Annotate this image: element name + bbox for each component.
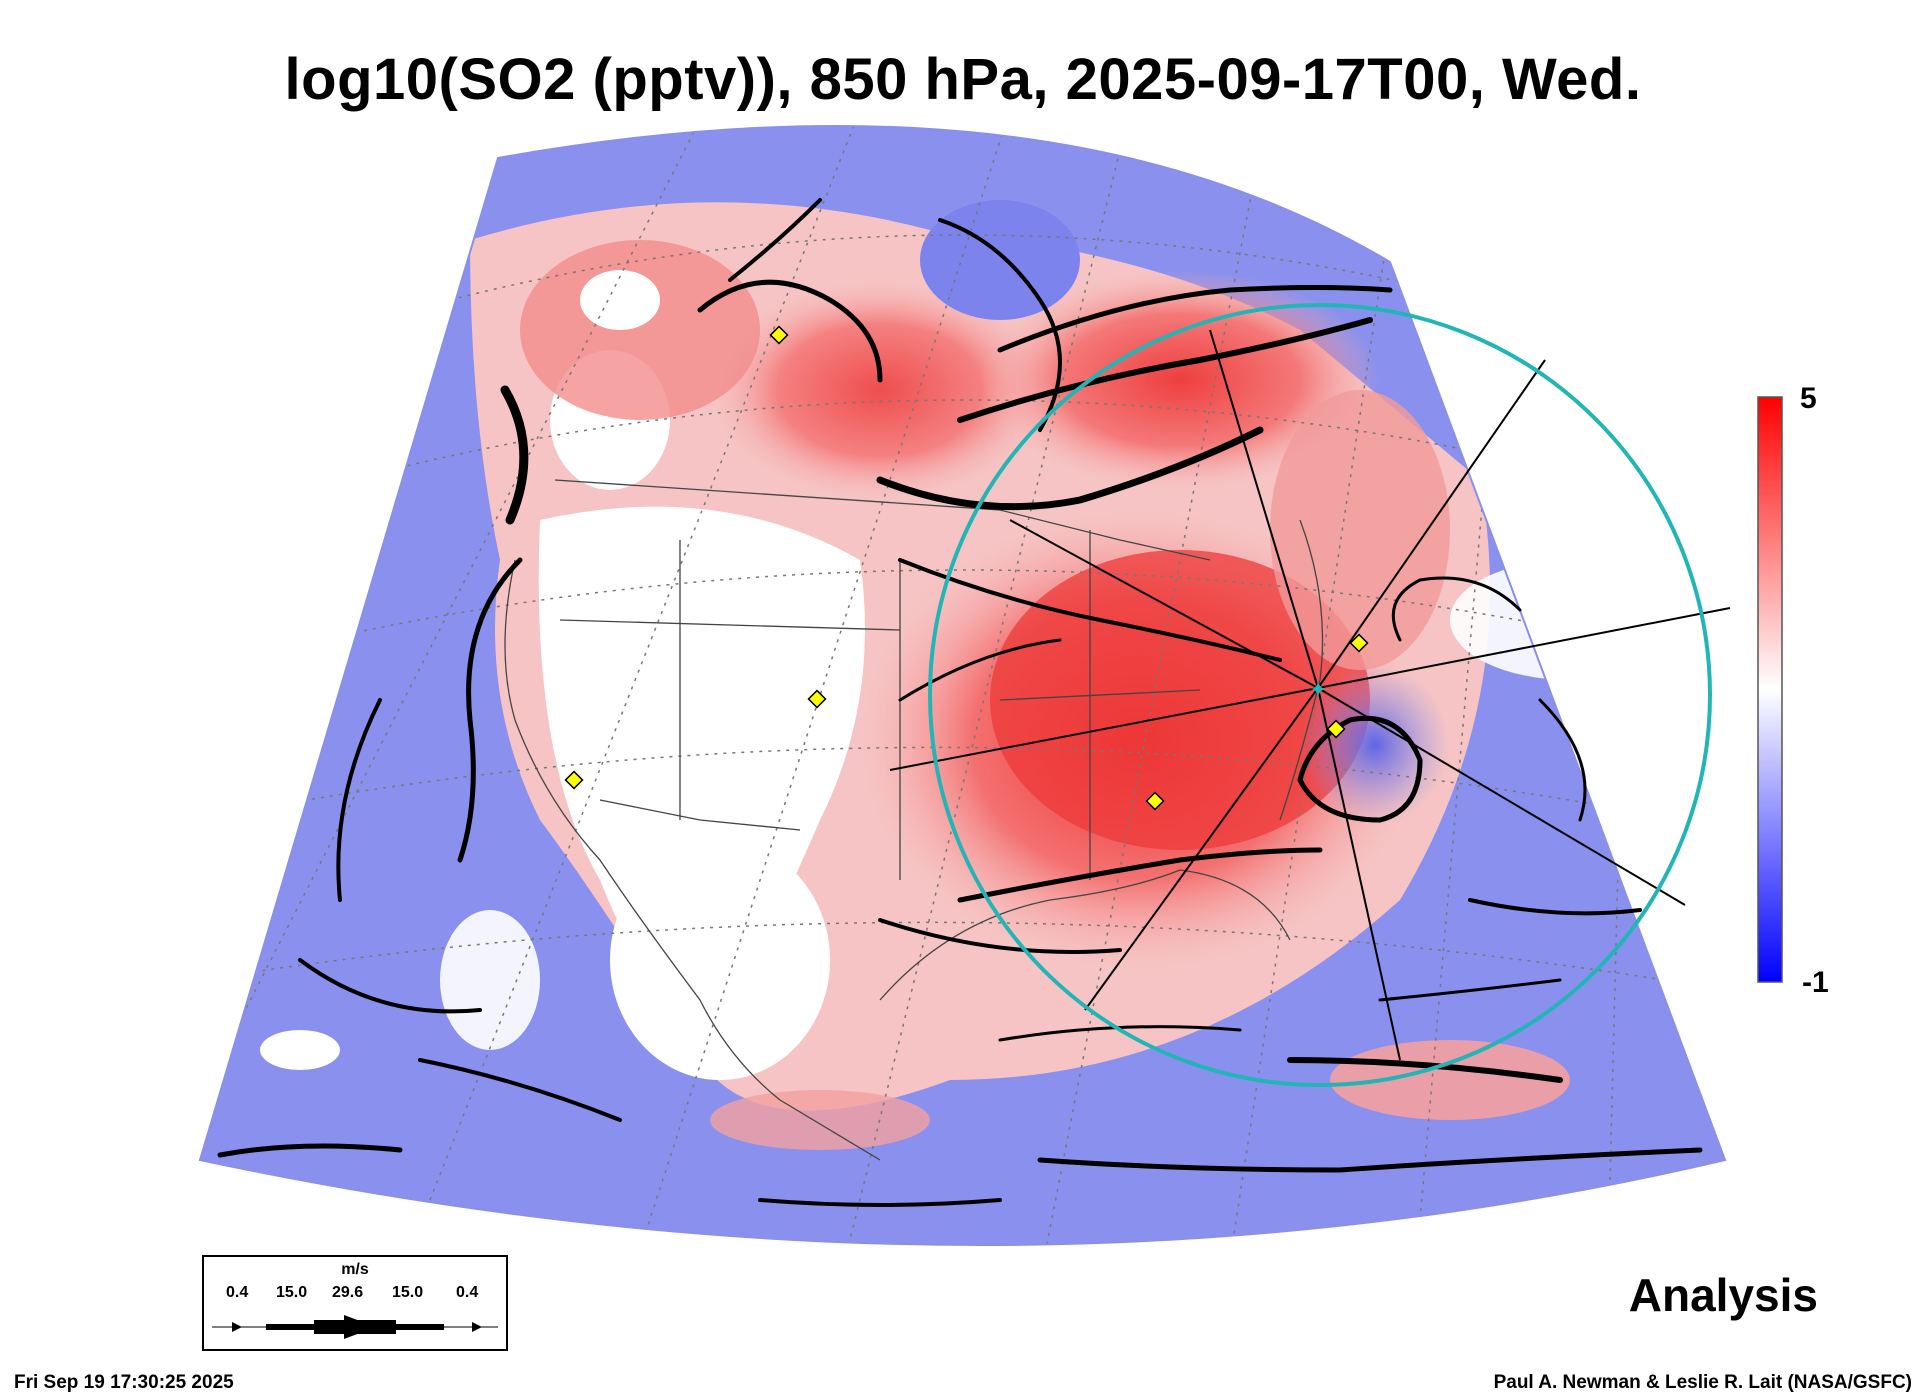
wind-key-value: 15.0 [392,1284,424,1301]
wind-key-value: 0.4 [456,1284,479,1301]
analysis-label: Analysis [1628,1269,1818,1321]
range-ring [928,303,1712,1087]
so2-field [200,125,1725,1245]
station-diamond-icon [1349,633,1369,653]
wind-key-arrow [212,1315,498,1339]
station-diamond-icon [564,770,584,790]
colorbar [1757,396,1783,983]
wind-key: m/s 0.4 15.0 29.6 15.0 0.4 [202,1255,508,1351]
wind-key-value: 0.4 [226,1284,249,1301]
footer-credit: Paul A. Newman & Leslie R. Lait (NASA/GS… [1493,1372,1912,1393]
wind-key-unit: m/s [341,1261,369,1278]
station-markers [564,325,1369,811]
sample-star-icon: ✦ [1309,678,1327,703]
page-title: log10(SO2 (pptv)), 850 hPa, 2025-09-17T0… [284,47,1642,112]
map-domain-outline [198,124,1727,1246]
wind-key-value: 15.0 [276,1284,308,1301]
trajectory-lines [889,329,1731,1061]
station-diamond-icon [769,325,789,345]
colorbar-max-label: 5 [1800,382,1817,415]
station-diamond-icon [807,689,827,709]
station-diamond-icon [1145,791,1165,811]
footer-timestamp: Fri Sep 19 17:30:25 2025 [14,1372,234,1393]
wind-key-value: 29.6 [332,1284,364,1301]
station-diamond-icon [1326,719,1346,739]
colorbar-min-label: -1 [1802,966,1829,999]
